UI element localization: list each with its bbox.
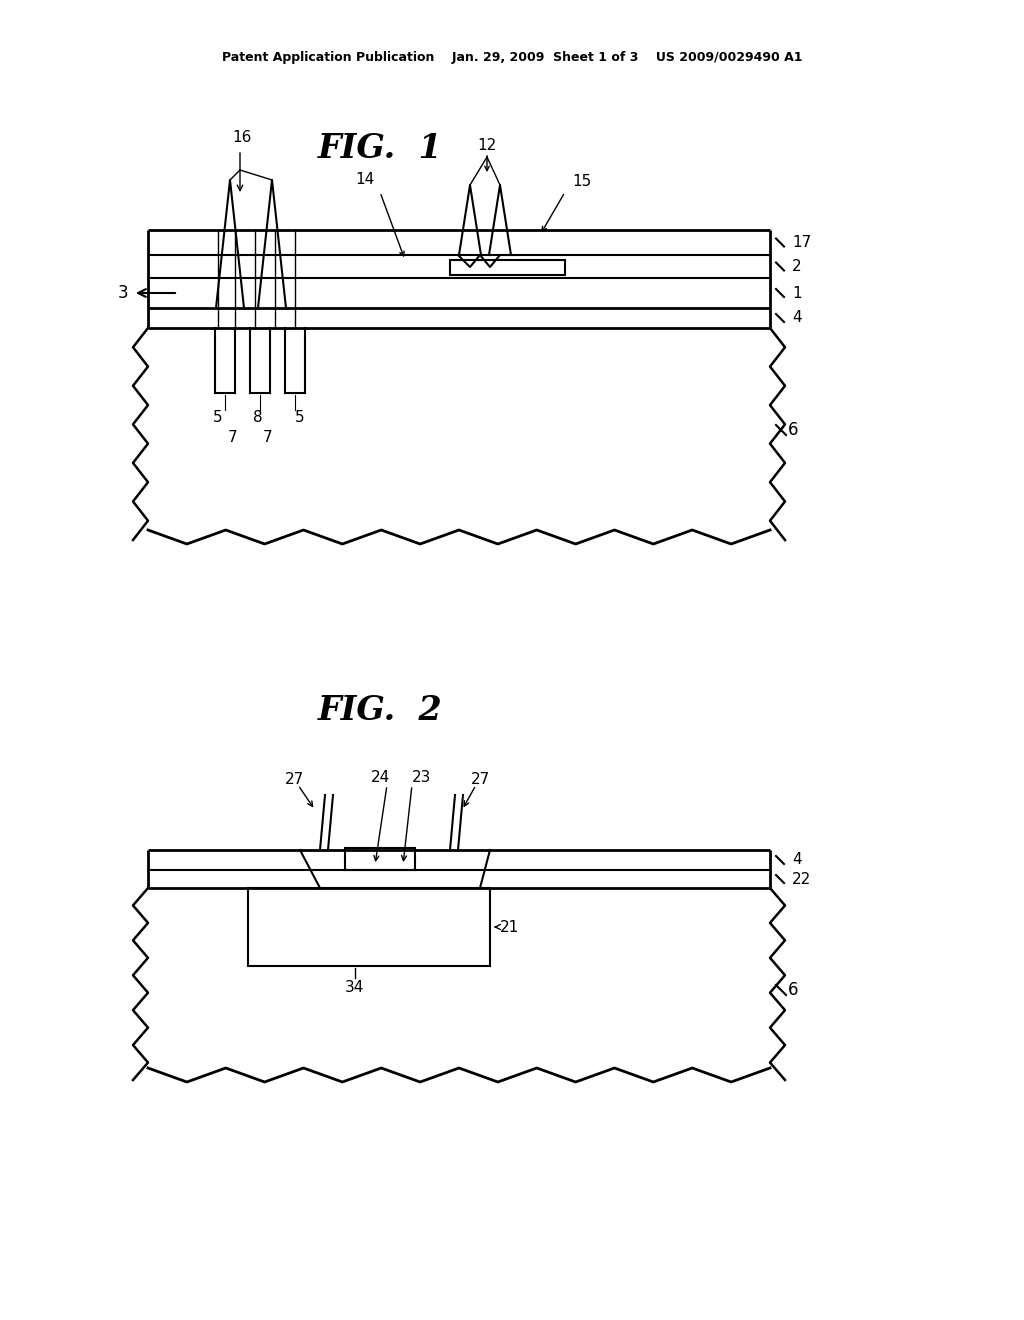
- Text: 5: 5: [295, 411, 305, 425]
- Text: 24: 24: [371, 771, 390, 785]
- Text: 7: 7: [228, 430, 238, 446]
- Text: FIG.  1: FIG. 1: [317, 132, 442, 165]
- Text: 17: 17: [792, 235, 811, 249]
- Text: 1: 1: [792, 285, 802, 301]
- Text: 27: 27: [470, 772, 489, 788]
- Text: 5: 5: [213, 411, 223, 425]
- FancyBboxPatch shape: [450, 260, 565, 275]
- Text: 27: 27: [286, 772, 304, 788]
- Bar: [248, 888, 490, 966]
- Text: 23: 23: [412, 771, 431, 785]
- Text: 2: 2: [792, 259, 802, 275]
- Text: 3: 3: [118, 284, 128, 302]
- Text: 16: 16: [232, 131, 252, 145]
- Text: 34: 34: [345, 981, 365, 995]
- Text: 21: 21: [500, 920, 519, 935]
- Text: 12: 12: [477, 137, 497, 153]
- Text: 14: 14: [355, 173, 375, 187]
- Text: 4: 4: [792, 310, 802, 326]
- Text: 7: 7: [263, 430, 272, 446]
- Text: 15: 15: [572, 174, 591, 190]
- Bar: [345, 847, 415, 870]
- Text: Patent Application Publication    Jan. 29, 2009  Sheet 1 of 3    US 2009/0029490: Patent Application Publication Jan. 29, …: [222, 51, 802, 65]
- Text: 6: 6: [788, 981, 799, 999]
- Text: 22: 22: [792, 871, 811, 887]
- Text: 6: 6: [788, 421, 799, 440]
- Text: 8: 8: [253, 411, 263, 425]
- Text: FIG.  2: FIG. 2: [317, 693, 442, 726]
- Text: 4: 4: [792, 853, 802, 867]
